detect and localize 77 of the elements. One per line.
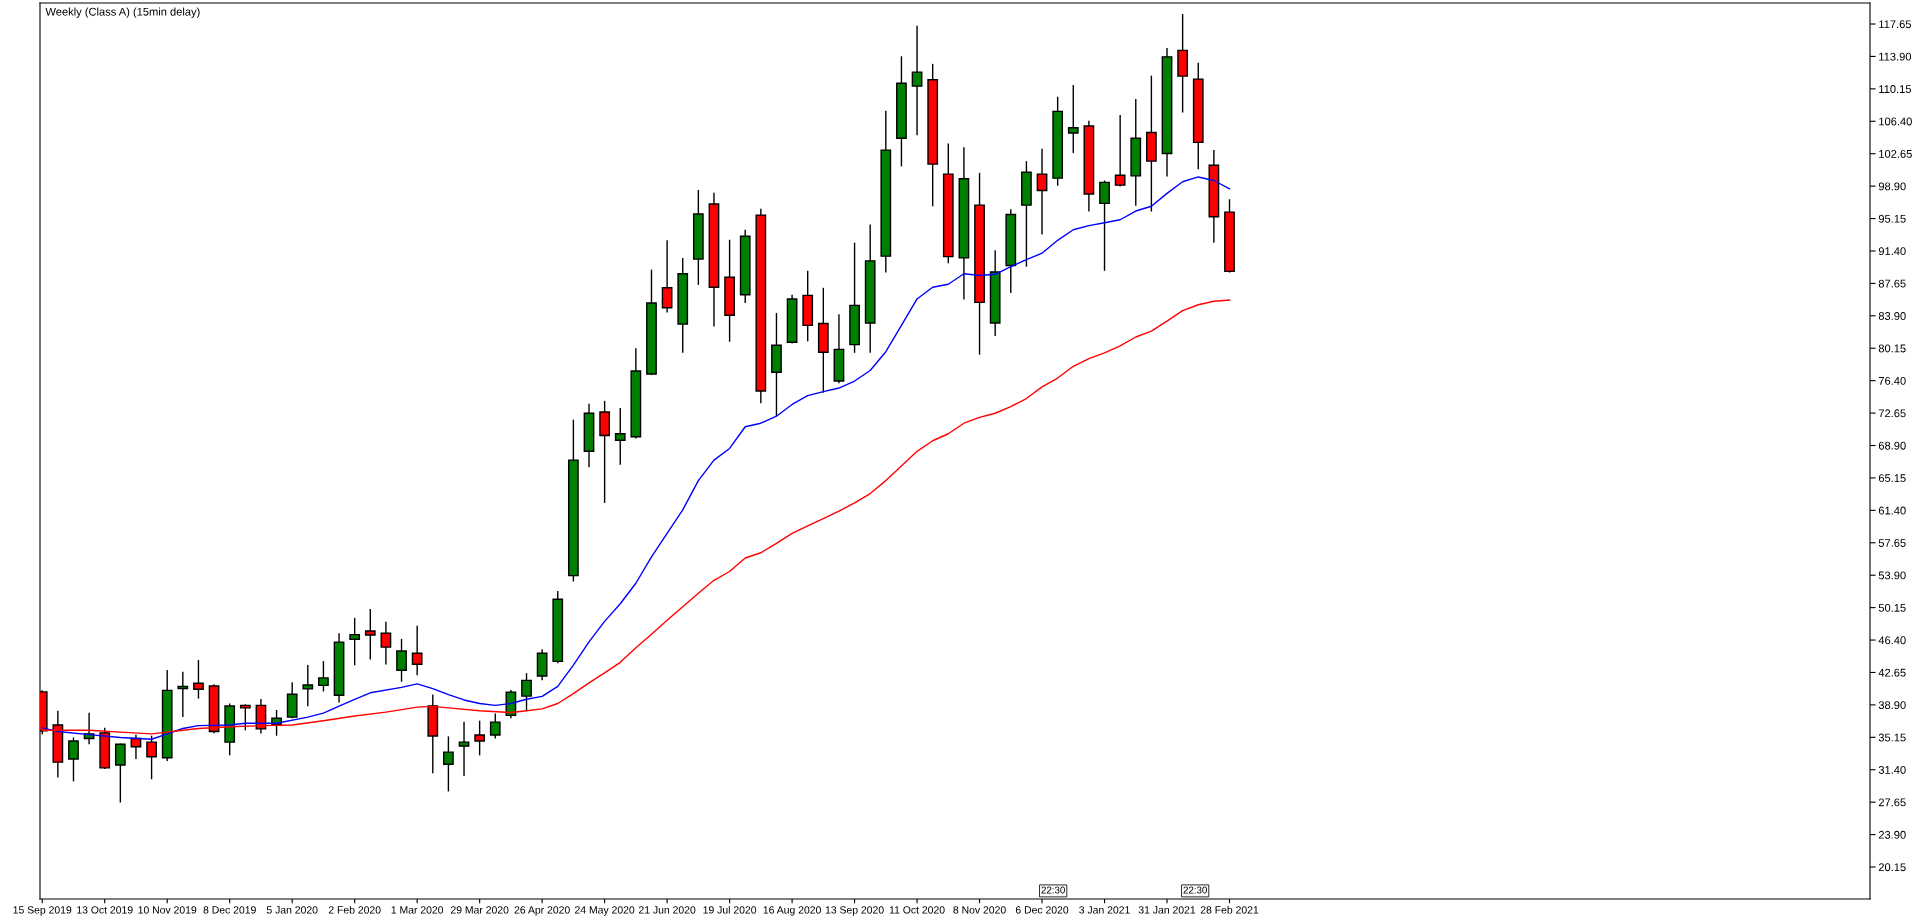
x-tick-label: 11 Oct 2020 [889, 906, 945, 914]
candlestick [193, 659, 204, 700]
x-tick-label: 24 May 2020 [575, 906, 635, 916]
y-tick-label: 72.65 [1878, 409, 1906, 418]
candlestick [349, 617, 361, 666]
candlestick [599, 400, 611, 504]
candlestick [458, 721, 470, 777]
candlestick [114, 742, 126, 804]
y-tick-label: 87.65 [1878, 279, 1906, 288]
y-tick-label: 110.15 [1879, 85, 1912, 93]
x-tick-label: 10 Nov 2019 [138, 906, 197, 914]
y-tick-label: 27.65 [1878, 798, 1906, 807]
candlestick [396, 638, 407, 683]
candlestick [1036, 148, 1048, 236]
x-tick-label: 3 Jan 2021 [1079, 906, 1130, 914]
y-tick-label: 95.15 [1878, 214, 1906, 223]
x-tick-label: 8 Dec 2019 [203, 906, 256, 914]
x-tick-label: 15 Sep 2019 [13, 906, 72, 916]
y-tick-label: 117.65 [1879, 20, 1912, 29]
candlestick [411, 625, 423, 677]
y-tick-label: 61.40 [1878, 506, 1906, 515]
x-tick-label: 16 Aug 2020 [763, 906, 821, 916]
y-tick-label: 80.15 [1878, 344, 1906, 353]
x-tick-label: 31 Jan 2021 [1138, 906, 1196, 914]
chart-title: Weekly (Class A) (15min delay) [45, 7, 200, 18]
candlestick [380, 621, 392, 666]
y-tick-label: 46.40 [1878, 636, 1906, 645]
candlestick [286, 681, 298, 719]
y-tick-label: 38.90 [1878, 701, 1906, 710]
y-tick-label: 57.65 [1878, 539, 1906, 547]
candlestick [521, 672, 532, 712]
candlestick [1114, 114, 1126, 188]
x-tick-label: 19 Jul 2020 [703, 905, 757, 914]
candlestick [536, 648, 548, 682]
candlestick [1067, 84, 1079, 154]
candlestick [911, 25, 923, 137]
y-tick-label: 35.15 [1878, 733, 1906, 742]
x-tick-label: 5 Jan 2020 [266, 906, 318, 914]
candlestick [1099, 179, 1110, 272]
candlestick [177, 671, 189, 718]
y-tick-label: 68.90 [1878, 441, 1906, 450]
y-tick-label: 23.90 [1878, 830, 1906, 839]
candlestick [318, 660, 329, 693]
x-tick-label: 8 Nov 2020 [953, 906, 1006, 914]
annotation: 22:30 [1041, 886, 1065, 894]
candlestick [474, 720, 486, 756]
y-tick-label: 53.90 [1878, 571, 1906, 580]
x-tick-label: 26 Apr 2020 [514, 906, 570, 916]
y-tick-label: 83.90 [1878, 312, 1906, 320]
x-tick-label: 21 Jun 2020 [638, 906, 696, 914]
y-tick-label: 76.40 [1878, 376, 1906, 385]
candlestick [614, 407, 626, 466]
candlestick [239, 703, 251, 732]
x-tick-label: 13 Sep 2020 [825, 906, 884, 916]
x-tick-label: 13 Oct 2019 [77, 906, 133, 914]
x-tick-label: 6 Dec 2020 [1015, 906, 1069, 914]
y-tick-label: 98.90 [1878, 182, 1906, 191]
y-tick-label: 31.40 [1878, 766, 1906, 774]
candlestick [489, 712, 501, 740]
annotation: 22:30 [1183, 886, 1207, 894]
y-tick-label: 102.65 [1879, 149, 1912, 158]
candlestick [302, 664, 314, 708]
y-tick-label: 50.15 [1878, 603, 1906, 612]
y-tick-label: 42.65 [1878, 668, 1906, 677]
y-tick-label: 65.15 [1878, 474, 1906, 483]
candlestick [661, 239, 673, 314]
x-tick-label: 2 Feb 2020 [328, 905, 381, 914]
y-tick-label: 106.40 [1879, 117, 1912, 126]
x-tick-label: 1 Mar 2020 [391, 906, 444, 914]
y-tick-label: 91.40 [1878, 247, 1906, 256]
x-tick-label: 29 Mar 2020 [450, 906, 509, 914]
candlestick [443, 735, 454, 793]
y-tick-label: 20.15 [1878, 863, 1906, 872]
candlestick [364, 608, 376, 661]
candlestick [68, 736, 79, 783]
x-tick-label: 28 Feb 2021 [1200, 905, 1259, 914]
y-tick-label: 113.90 [1879, 52, 1912, 61]
